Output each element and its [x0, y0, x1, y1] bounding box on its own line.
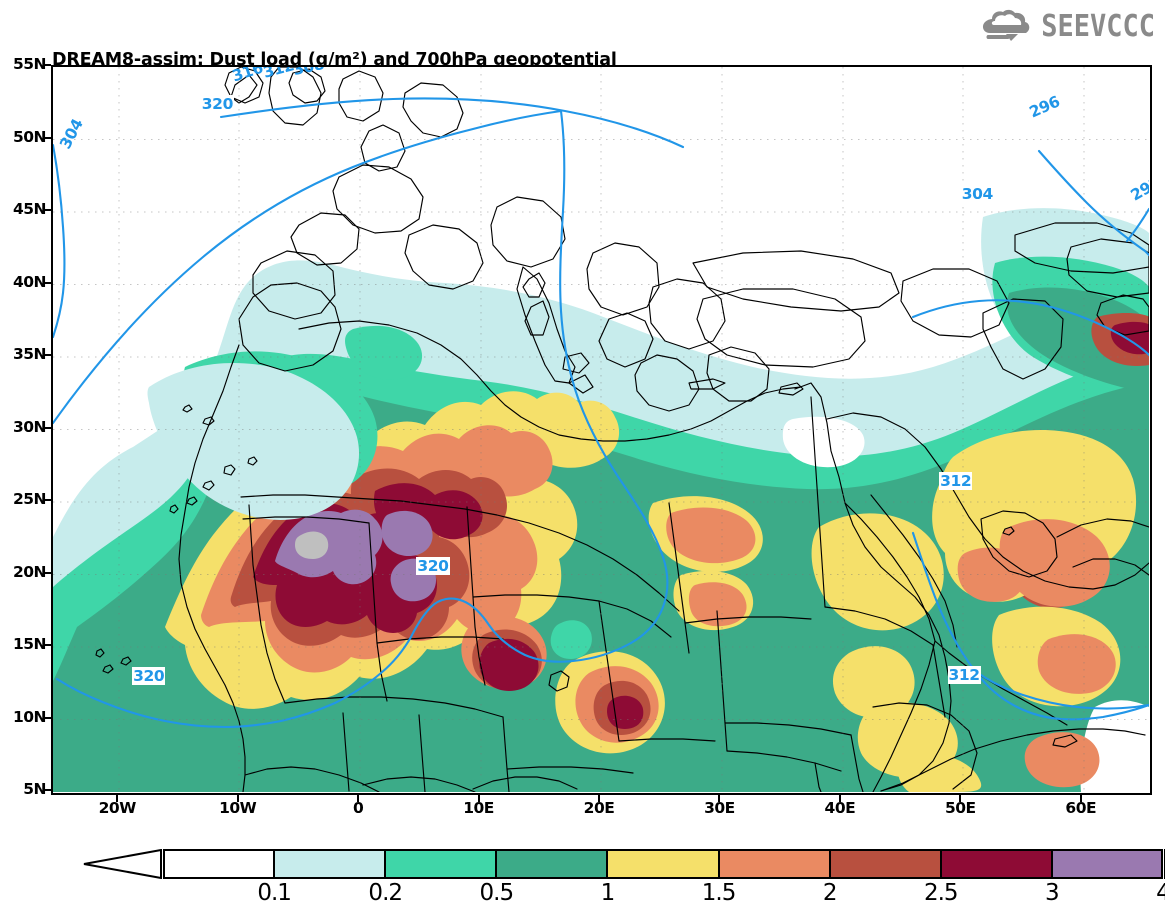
lat-tick-mark	[43, 644, 51, 646]
lon-tick-label-0: 0	[352, 799, 364, 817]
colorbar-tick-1.5: 1.5	[701, 880, 737, 906]
lon-tick-mark	[598, 795, 600, 802]
colorbar-tick-0.5: 0.5	[479, 880, 515, 906]
colorbar-cell-0	[163, 849, 275, 879]
lon-tick-label-10E: 10E	[463, 799, 494, 817]
lon-tick-label-60E: 60E	[1065, 799, 1097, 817]
lat-tick-mark	[43, 64, 51, 66]
colorbar-tick-2.5: 2.5	[923, 880, 959, 906]
map-plot-area[interactable]: 304 320 316 312 308 296 292 304 320 320 312 312	[51, 65, 1152, 795]
lat-tick-label-50N: 50N	[12, 127, 47, 146]
lon-tick-mark	[116, 795, 119, 802]
lat-tick-label-5N: 5N	[23, 780, 46, 798]
lat-tick-label-40N: 40N	[12, 272, 47, 291]
colorbar-cell-1	[274, 849, 386, 879]
lat-tick-label-45N: 45N	[12, 200, 47, 218]
colorbar: 0.1 0.2 0.5 1 1.5 2 2.5 3 4	[83, 849, 1165, 906]
dust-load-field	[53, 208, 1149, 792]
logo-text: SEEVCCC	[1041, 8, 1155, 44]
lat-tick-mark	[43, 354, 51, 356]
colorbar-tick-3: 3	[1045, 880, 1060, 906]
lat-tick-label-55N: 55N	[12, 55, 47, 73]
lat-tick-label-20N: 20N	[12, 562, 47, 581]
lat-tick-label-35N: 35N	[12, 345, 47, 363]
lon-tick-mark	[718, 795, 721, 802]
lon-tick-mark	[1079, 795, 1082, 802]
lat-tick-mark	[43, 499, 51, 501]
lat-tick-mark	[43, 209, 51, 211]
lat-tick-label-15N: 15N	[12, 635, 47, 653]
lat-tick-mark	[43, 426, 51, 429]
lat-tick-mark	[43, 136, 51, 139]
colorbar-cell-6	[829, 849, 941, 879]
map-canvas: 304 320 316 312 308 296 292 304 320 320 312 312	[53, 67, 1149, 792]
colorbar-cell-3	[496, 849, 608, 879]
lon-tick-label-30E: 30E	[704, 799, 735, 817]
lat-tick-mark	[43, 716, 51, 719]
colorbar-under-arrow	[83, 849, 162, 879]
geopotential-contours	[53, 97, 1149, 729]
lat-tick-mark	[43, 281, 51, 284]
lon-tick-label-40E: 40E	[824, 799, 856, 817]
colorbar-tick-4: 4	[1156, 880, 1165, 906]
contour-label-312-11: 312	[947, 666, 981, 684]
colorbar-cells	[163, 849, 1163, 879]
lon-tick-label-20E: 20E	[583, 799, 615, 817]
lon-tick-label-10W: 10W	[219, 799, 257, 817]
contour-label-312-10: 312	[939, 471, 973, 490]
chart-header: DREAM8-assim: Dust load (g/m²) and 700hP…	[0, 0, 1165, 133]
seevccc-logo: SEEVCCC	[978, 6, 1155, 46]
colorbar-tick-1: 1	[600, 880, 616, 906]
graticule-grid	[53, 67, 1149, 792]
lat-tick-label-10N: 10N	[12, 707, 47, 726]
contour-label-304-7: 304	[960, 184, 994, 203]
lon-tick-mark	[236, 795, 239, 802]
colorbar-cell-5	[718, 849, 830, 879]
contour-label-320-1: 320	[200, 94, 234, 113]
colorbar-tick-0.1: 0.1	[257, 880, 292, 906]
colorbar-cell-7	[940, 849, 1052, 879]
lat-tick-label-25N: 25N	[12, 490, 47, 508]
contour-label-320-8: 320	[416, 557, 450, 576]
lon-tick-mark	[477, 795, 480, 802]
lon-tick-label-50E: 50E	[944, 799, 976, 817]
lat-tick-label-30N: 30N	[12, 417, 47, 436]
colorbar-tick-2: 2	[822, 880, 838, 906]
colorbar-cell-8	[1051, 849, 1163, 879]
lon-tick-mark	[838, 795, 841, 802]
colorbar-cell-4	[607, 849, 719, 879]
cloud-icon	[983, 9, 1030, 41]
contour-label-320-9: 320	[132, 667, 166, 686]
lon-tick-mark	[357, 795, 360, 802]
lon-tick-label-20W: 20W	[98, 799, 137, 817]
lat-tick-mark	[43, 789, 51, 791]
coastlines-and-borders	[95, 67, 1149, 792]
colorbar-cell-2	[385, 849, 497, 879]
colorbar-tick-0.2: 0.2	[368, 880, 403, 906]
lat-tick-mark	[43, 571, 51, 574]
lon-tick-mark	[959, 795, 962, 802]
